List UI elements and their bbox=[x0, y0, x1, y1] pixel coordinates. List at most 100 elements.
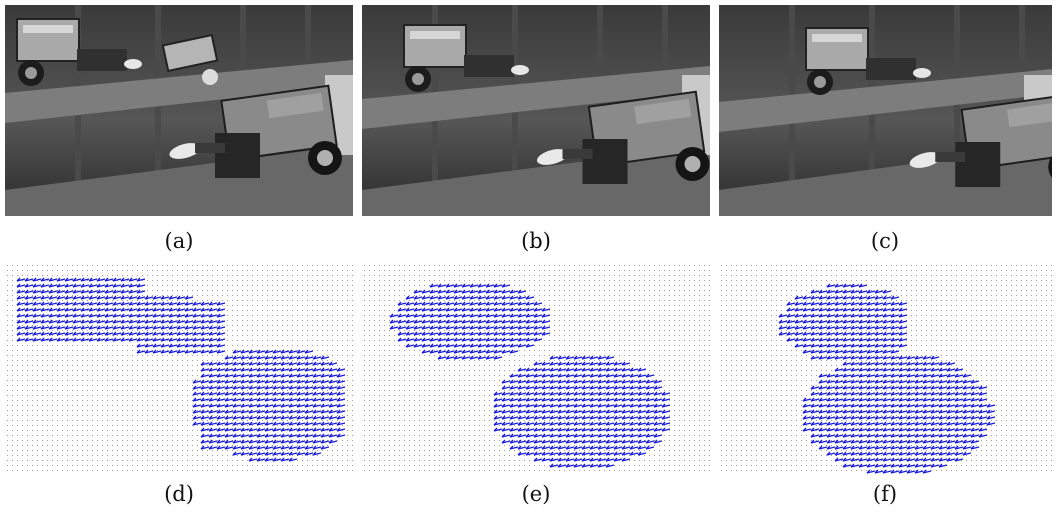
motion-vector bbox=[558, 422, 566, 425]
motion-vector bbox=[963, 416, 971, 419]
motion-vector bbox=[899, 452, 907, 455]
motion-vector bbox=[225, 404, 233, 407]
motion-vector bbox=[257, 398, 265, 401]
motion-vector bbox=[518, 446, 526, 449]
motion-vector bbox=[446, 356, 454, 359]
motion-vector bbox=[337, 416, 345, 419]
motion-vector bbox=[955, 422, 963, 425]
motion-vector bbox=[835, 392, 843, 395]
motion-vector bbox=[502, 416, 510, 419]
motion-vector bbox=[630, 434, 638, 437]
motion-vector bbox=[787, 302, 795, 305]
motion-vector bbox=[97, 290, 105, 293]
motion-vector bbox=[883, 314, 891, 317]
motion-vector bbox=[931, 416, 939, 419]
motion-vector bbox=[566, 356, 574, 359]
motion-vector bbox=[185, 308, 193, 311]
motion-vector bbox=[899, 314, 907, 317]
motion-vector bbox=[33, 332, 41, 335]
motion-vector bbox=[297, 380, 305, 383]
distant-car-wheel bbox=[202, 69, 218, 85]
motion-vector bbox=[867, 458, 875, 461]
motion-vector bbox=[899, 446, 907, 449]
motion-vector bbox=[414, 296, 422, 299]
motion-vector bbox=[939, 374, 947, 377]
caption-a: (a) bbox=[139, 229, 219, 253]
motion-vector bbox=[73, 338, 81, 341]
motion-vector bbox=[209, 362, 217, 365]
motion-vector bbox=[550, 392, 558, 395]
motion-vector bbox=[145, 350, 153, 353]
motion-vector bbox=[550, 464, 558, 467]
motion-vector bbox=[811, 422, 819, 425]
motion-vector bbox=[574, 386, 582, 389]
motion-vector bbox=[398, 332, 406, 335]
motion-vector bbox=[217, 338, 225, 341]
motion-vector bbox=[502, 428, 510, 431]
motion-vector bbox=[646, 434, 654, 437]
motion-vector bbox=[566, 446, 574, 449]
motion-vector bbox=[891, 422, 899, 425]
motion-vector bbox=[558, 446, 566, 449]
motion-vector bbox=[566, 374, 574, 377]
motion-vector bbox=[899, 428, 907, 431]
motion-vector bbox=[137, 338, 145, 341]
motion-vector bbox=[867, 392, 875, 395]
motion-vector bbox=[859, 326, 867, 329]
motion-vector bbox=[939, 386, 947, 389]
motion-vector bbox=[281, 434, 289, 437]
motion-vector bbox=[811, 332, 819, 335]
motion-vector bbox=[923, 416, 931, 419]
motion-vector bbox=[17, 296, 25, 299]
motion-vector bbox=[265, 386, 273, 389]
motion-vector bbox=[454, 350, 462, 353]
motion-vector bbox=[819, 440, 827, 443]
motion-vector bbox=[518, 392, 526, 395]
motion-vector bbox=[49, 326, 57, 329]
motion-vector bbox=[65, 320, 73, 323]
motion-vector bbox=[931, 458, 939, 461]
motion-vector bbox=[963, 452, 971, 455]
motion-vector bbox=[891, 404, 899, 407]
motion-vector bbox=[843, 458, 851, 461]
motion-vector bbox=[494, 356, 502, 359]
motion-vector bbox=[225, 368, 233, 371]
motion-vector bbox=[931, 428, 939, 431]
motion-vector bbox=[321, 422, 329, 425]
motion-vector bbox=[811, 290, 819, 293]
motion-vector bbox=[883, 434, 891, 437]
motion-vector bbox=[875, 326, 883, 329]
motion-vector bbox=[907, 392, 915, 395]
motion-vector bbox=[835, 374, 843, 377]
motion-vector bbox=[883, 464, 891, 467]
motion-vector bbox=[827, 356, 835, 359]
motion-vector bbox=[811, 392, 819, 395]
motion-vector bbox=[819, 398, 827, 401]
motion-vector bbox=[153, 326, 161, 329]
motion-vector bbox=[955, 386, 963, 389]
motion-vector bbox=[153, 308, 161, 311]
motion-vector bbox=[430, 302, 438, 305]
motion-vector bbox=[502, 284, 510, 287]
motion-vector bbox=[201, 422, 209, 425]
motion-vector bbox=[217, 404, 225, 407]
motion-vector bbox=[169, 308, 177, 311]
motion-vector bbox=[313, 404, 321, 407]
motion-vector bbox=[851, 284, 859, 287]
motion-vector bbox=[329, 368, 337, 371]
motion-vector bbox=[297, 422, 305, 425]
motion-vector bbox=[65, 290, 73, 293]
motion-vector bbox=[241, 356, 249, 359]
motion-vector bbox=[915, 446, 923, 449]
motion-vector bbox=[406, 338, 414, 341]
motion-vector bbox=[819, 356, 827, 359]
motion-vector bbox=[233, 446, 241, 449]
motion-vector bbox=[614, 446, 622, 449]
motion-vector bbox=[859, 344, 867, 347]
motion-vector bbox=[827, 386, 835, 389]
motion-vector bbox=[566, 368, 574, 371]
motion-vector bbox=[297, 410, 305, 413]
motion-vector bbox=[494, 350, 502, 353]
motion-vector bbox=[89, 314, 97, 317]
motion-vector bbox=[851, 308, 859, 311]
